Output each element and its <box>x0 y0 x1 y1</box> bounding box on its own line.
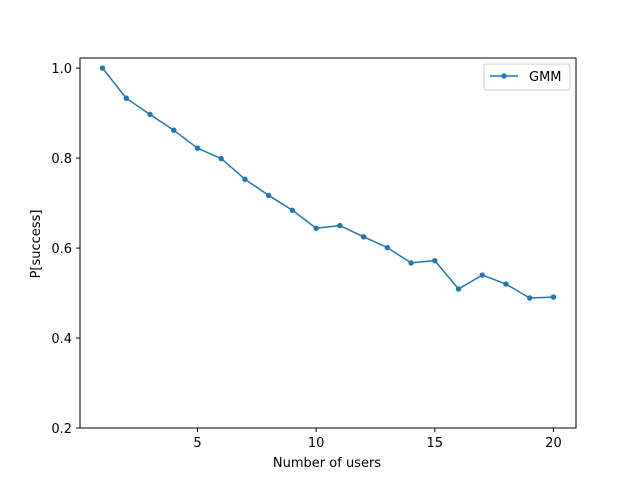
data-point-gmm <box>337 222 343 229</box>
data-point-gmm <box>479 272 485 278</box>
legend-box <box>483 63 571 91</box>
legend: GMM <box>483 63 571 91</box>
y-tick-label: 0.6 <box>51 242 72 257</box>
data-point-gmm <box>99 65 106 71</box>
plot-frame <box>79 57 577 429</box>
y-tick-label: 0.8 <box>51 152 72 167</box>
data-point-gmm <box>384 244 391 251</box>
data-point-gmm <box>503 281 509 287</box>
plot-area <box>99 65 557 301</box>
series-line-gmm <box>101 67 555 299</box>
data-point-gmm <box>455 286 462 292</box>
x-tick-label: 10 <box>308 436 325 451</box>
y-tick-label: 0.4 <box>51 332 72 347</box>
data-point-gmm <box>242 176 248 182</box>
x-tick-label: 15 <box>427 436 444 451</box>
x-tick-label: 5 <box>193 436 201 451</box>
data-point-gmm <box>360 234 367 240</box>
x-tick-label: 20 <box>545 436 562 451</box>
axes: 5 10 15 20 0.2 0.4 0.6 0.8 1.0 <box>51 57 577 451</box>
data-point-gmm <box>313 225 319 231</box>
y-axis-label: P[success] <box>29 210 44 279</box>
x-axis-label: Number of users <box>273 456 381 471</box>
legend-marker-gmm <box>501 73 507 79</box>
y-tick-label: 0.2 <box>51 422 72 437</box>
data-point-gmm <box>408 260 414 266</box>
data-point-gmm <box>147 111 153 118</box>
y-tick-label: 1.0 <box>51 62 72 77</box>
data-point-gmm <box>289 207 296 213</box>
legend-label-gmm: GMM <box>529 70 562 85</box>
data-point-gmm <box>527 295 533 301</box>
data-point-gmm <box>218 155 224 162</box>
data-point-gmm <box>432 257 438 264</box>
data-point-gmm <box>171 127 177 133</box>
data-point-gmm <box>194 145 201 151</box>
data-point-gmm <box>123 95 129 101</box>
data-point-gmm <box>265 192 272 199</box>
data-point-gmm <box>550 294 557 300</box>
